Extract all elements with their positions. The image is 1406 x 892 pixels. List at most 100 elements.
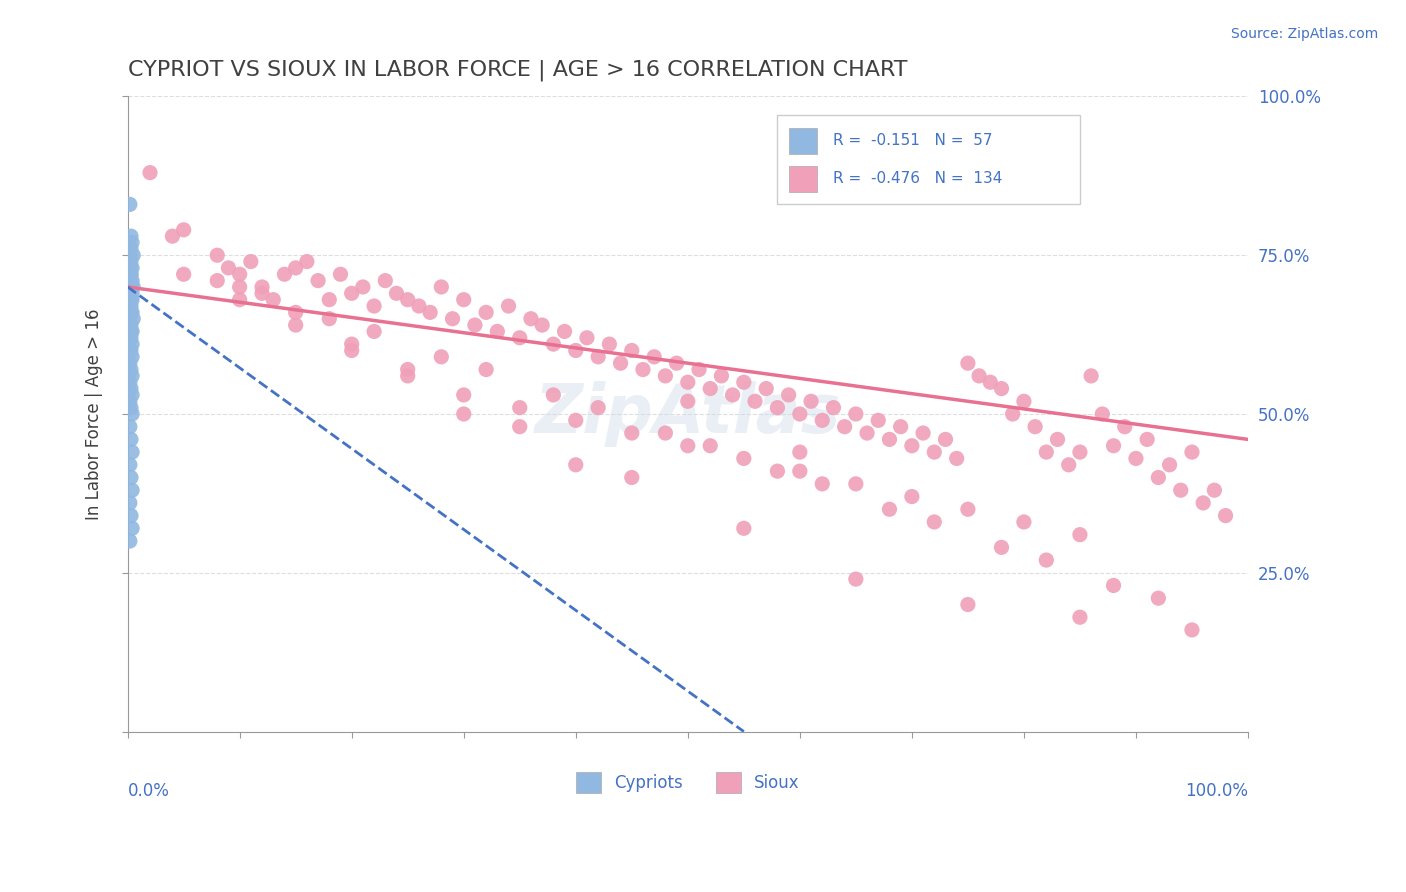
Text: CYPRIOT VS SIOUX IN LABOR FORCE | AGE > 16 CORRELATION CHART: CYPRIOT VS SIOUX IN LABOR FORCE | AGE > …: [128, 60, 907, 81]
Point: [318, 293, 340, 307]
Point: [979, 376, 1001, 390]
Point: [121, 445, 143, 459]
Point: [1069, 445, 1091, 459]
Point: [509, 331, 531, 345]
Point: [1114, 419, 1136, 434]
Point: [118, 311, 141, 326]
Point: [396, 293, 419, 307]
Point: [879, 502, 901, 516]
Point: [118, 280, 141, 294]
Point: [598, 337, 620, 351]
Point: [121, 325, 143, 339]
Point: [121, 260, 143, 275]
Point: [453, 293, 475, 307]
Point: [575, 331, 598, 345]
Text: R =  -0.476   N =  134: R = -0.476 N = 134: [834, 171, 1002, 186]
Point: [284, 318, 307, 332]
Point: [654, 425, 676, 440]
Point: [207, 274, 229, 288]
Point: [340, 286, 363, 301]
Point: [121, 337, 143, 351]
Point: [967, 368, 990, 383]
Point: [120, 293, 142, 307]
Point: [162, 229, 184, 244]
Point: [120, 299, 142, 313]
Point: [1181, 623, 1204, 637]
Point: [173, 223, 195, 237]
Text: ZipAtlas: ZipAtlas: [534, 381, 841, 447]
Point: [922, 515, 945, 529]
Point: [1102, 578, 1125, 592]
Point: [486, 325, 509, 339]
Point: [120, 382, 142, 396]
Point: [1192, 496, 1215, 510]
Point: [811, 476, 834, 491]
Point: [475, 305, 498, 319]
Point: [721, 388, 744, 402]
Point: [564, 458, 586, 472]
Point: [120, 401, 142, 415]
Point: [307, 274, 329, 288]
FancyBboxPatch shape: [789, 128, 817, 153]
Point: [520, 311, 543, 326]
Point: [262, 293, 284, 307]
Point: [1080, 368, 1102, 383]
Point: [586, 350, 609, 364]
Point: [1035, 445, 1057, 459]
Point: [710, 368, 733, 383]
Point: [122, 311, 145, 326]
Point: [901, 490, 924, 504]
Point: [811, 413, 834, 427]
Point: [118, 331, 141, 345]
Point: [329, 267, 352, 281]
Point: [845, 572, 868, 586]
Point: [755, 382, 778, 396]
Point: [464, 318, 486, 332]
Point: [543, 388, 565, 402]
Point: [676, 439, 699, 453]
Text: R =  -0.151   N =  57: R = -0.151 N = 57: [834, 134, 993, 148]
Point: [990, 541, 1012, 555]
Point: [688, 362, 710, 376]
Point: [834, 419, 856, 434]
Point: [879, 433, 901, 447]
Point: [120, 280, 142, 294]
Point: [1091, 407, 1114, 421]
Point: [1125, 451, 1147, 466]
Point: [1215, 508, 1237, 523]
Point: [430, 350, 453, 364]
Point: [1181, 445, 1204, 459]
Point: [620, 343, 643, 358]
Point: [789, 407, 811, 421]
Point: [453, 388, 475, 402]
Point: [121, 388, 143, 402]
Point: [120, 318, 142, 332]
Point: [620, 425, 643, 440]
Point: [139, 166, 162, 180]
Point: [1170, 483, 1192, 498]
Point: [118, 299, 141, 313]
Point: [118, 293, 141, 307]
Point: [631, 362, 654, 376]
Point: [643, 350, 665, 364]
FancyBboxPatch shape: [789, 166, 817, 192]
Point: [609, 356, 631, 370]
Point: [1057, 458, 1080, 472]
Point: [120, 331, 142, 345]
Point: [273, 267, 295, 281]
Point: [318, 311, 340, 326]
Point: [453, 407, 475, 421]
Point: [120, 508, 142, 523]
Point: [1001, 407, 1024, 421]
Point: [1035, 553, 1057, 567]
Point: [121, 274, 143, 288]
Point: [823, 401, 845, 415]
Point: [1204, 483, 1226, 498]
Point: [120, 267, 142, 281]
Point: [498, 299, 520, 313]
Point: [408, 299, 430, 313]
Point: [228, 267, 250, 281]
Point: [118, 534, 141, 549]
Point: [699, 439, 721, 453]
Point: [118, 267, 141, 281]
